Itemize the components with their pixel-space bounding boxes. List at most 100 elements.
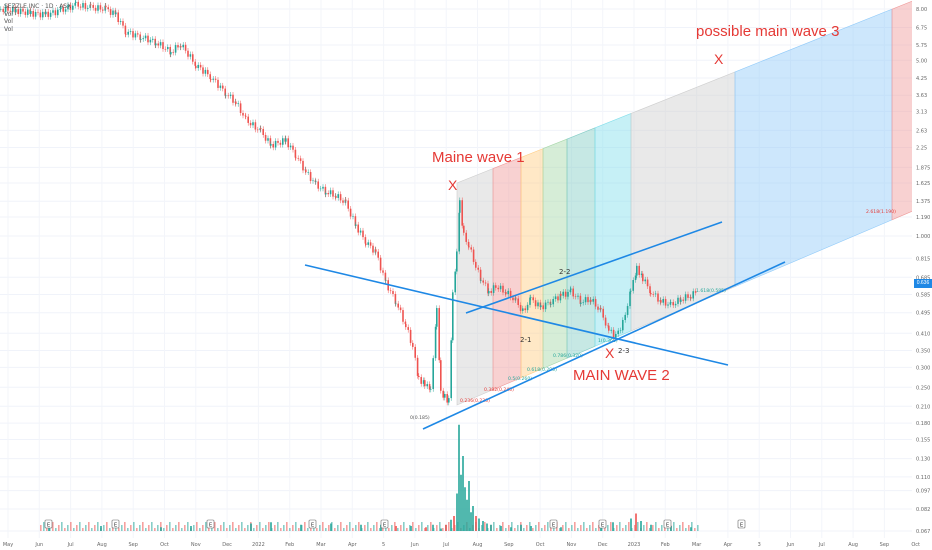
volume-bar — [440, 528, 442, 531]
volume-bar — [127, 528, 129, 531]
volume-bar — [220, 525, 222, 531]
price-tick-label: 0.350 — [916, 349, 930, 355]
candle-body — [209, 74, 211, 80]
candle-body — [27, 9, 29, 15]
candle-body — [24, 11, 27, 15]
volume-bar — [598, 525, 600, 531]
volume-bar — [286, 522, 288, 531]
candle-body — [649, 286, 651, 294]
candle-body — [418, 375, 420, 378]
candle-body — [594, 299, 597, 307]
time-tick-label: Apr — [348, 542, 358, 548]
candle-body — [384, 272, 387, 281]
candle-body — [497, 287, 499, 290]
candle-body — [214, 78, 217, 80]
volume-bar — [307, 528, 309, 531]
price-tick-label: 0.410 — [916, 331, 930, 337]
candle-body — [270, 144, 272, 146]
price-tick-label: 0.300 — [916, 365, 930, 371]
volume-bar — [82, 528, 84, 531]
candle-body — [54, 10, 57, 16]
candle-body — [285, 138, 287, 142]
candle-body — [405, 323, 407, 328]
candle-body — [12, 6, 14, 12]
candle-body — [434, 326, 437, 359]
volume-bar — [58, 525, 60, 531]
volume-bar — [650, 524, 652, 531]
volume-bar — [547, 522, 549, 531]
time-tick-label: Sep — [128, 542, 137, 548]
candle-body — [127, 31, 129, 35]
price-tick-label: 2.63 — [916, 128, 927, 134]
event-marker-box — [663, 519, 672, 529]
volume-bar — [166, 525, 168, 531]
candle-body — [395, 303, 397, 305]
candle-body — [442, 390, 444, 398]
volume-bar — [520, 524, 522, 531]
volume-bar — [270, 522, 272, 531]
candle-body — [402, 310, 404, 322]
candle-body — [329, 190, 332, 195]
price-tick-label: 5.00 — [916, 58, 927, 64]
event-marker: E — [209, 523, 213, 529]
candle-body — [615, 334, 617, 338]
volume-bar — [691, 522, 693, 531]
candle-body — [232, 94, 234, 103]
volume-bar — [223, 522, 225, 531]
volume-bar — [472, 506, 474, 531]
time-axis[interactable]: May Jun Jul Aug Sep Oct Nov Dec 2022 Feb Mar Apr 5 Ju… — [0, 538, 920, 550]
volume-bar — [394, 522, 396, 531]
candle-body — [564, 291, 567, 297]
volume-bar — [295, 522, 297, 531]
candle-body — [337, 194, 339, 198]
candle-body — [436, 308, 438, 327]
candle-body — [64, 9, 67, 12]
candle-body — [139, 34, 141, 40]
volume-bar — [445, 524, 447, 531]
symbol-label[interactable]: SEZZLE INC · 1D · ASX — [4, 3, 72, 10]
time-tick-label: Aug — [848, 542, 858, 548]
volume-bar — [292, 525, 294, 531]
time-tick-label: Sep — [880, 542, 889, 548]
volume-bar — [676, 528, 678, 531]
price-tick-label: 0.097 — [916, 489, 930, 495]
volume-bar — [343, 528, 345, 531]
candle-body — [109, 9, 112, 15]
volume-bar — [523, 528, 525, 531]
candle-body — [189, 54, 192, 57]
volume-bar — [493, 522, 495, 531]
volume-bar — [184, 525, 186, 531]
candle-body — [412, 342, 414, 347]
volume-bar — [370, 528, 372, 531]
price-tick-label: 1.375 — [916, 199, 930, 205]
candle-body — [274, 140, 277, 148]
price-tick-label: 0.250 — [916, 385, 930, 391]
candle-body — [458, 212, 460, 252]
volume-bar — [616, 525, 618, 531]
candle-body — [254, 122, 257, 130]
candle-body — [252, 122, 254, 126]
candle-body — [540, 305, 542, 308]
price-axis[interactable]: 8.00 6.75 5.75 5.00 4.25 3.63 3.13 2.63 2.25 1.87… — [912, 0, 932, 550]
volume-bar — [250, 523, 252, 531]
volume-bar — [334, 528, 336, 531]
volume-bar — [460, 474, 462, 531]
volume-bar — [217, 528, 219, 531]
candle-body — [322, 186, 324, 189]
volume-bar — [226, 528, 228, 531]
volume-bar — [40, 525, 42, 531]
candle-body — [177, 45, 179, 48]
price-candles — [0, 0, 697, 406]
candle-body — [245, 116, 247, 117]
candle-body — [335, 195, 337, 198]
candle-body — [644, 279, 646, 282]
candle-body — [187, 50, 189, 57]
candle-body — [399, 307, 402, 311]
candle-body — [124, 25, 127, 35]
candle-body — [299, 158, 302, 161]
candle-body — [247, 116, 249, 123]
volume-bar — [574, 522, 576, 531]
trendline — [304, 264, 729, 366]
candle-body — [532, 297, 534, 301]
